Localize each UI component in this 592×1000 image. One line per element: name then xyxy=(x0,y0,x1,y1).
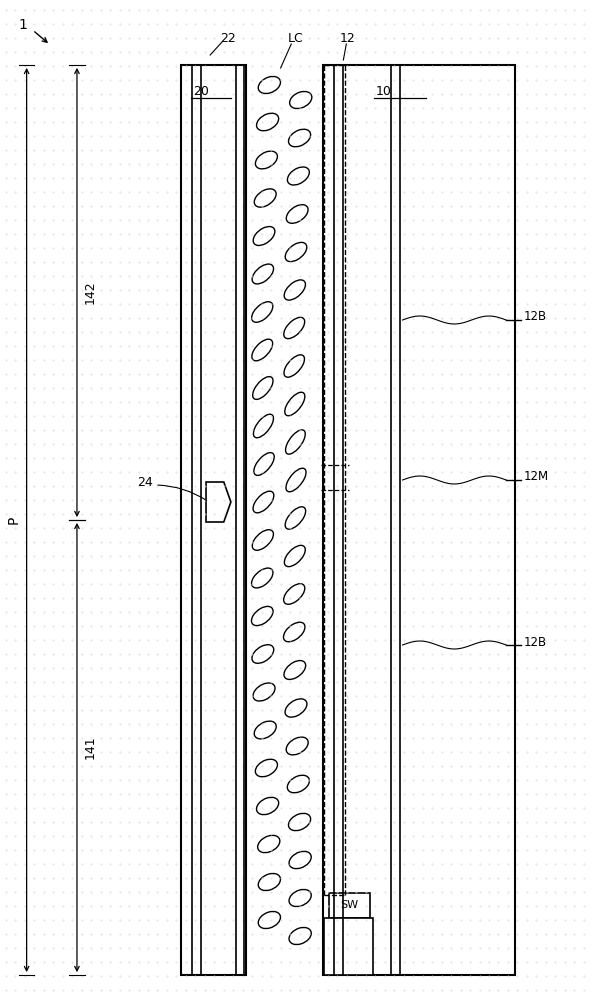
Text: 12B: 12B xyxy=(524,636,547,648)
Text: 22: 22 xyxy=(220,31,236,44)
Polygon shape xyxy=(181,65,246,975)
Text: 12: 12 xyxy=(340,31,355,44)
Text: 24: 24 xyxy=(137,476,153,488)
Text: LC: LC xyxy=(288,31,304,44)
Text: 10: 10 xyxy=(376,85,392,98)
Polygon shape xyxy=(206,482,231,522)
Text: 141: 141 xyxy=(83,736,96,759)
Text: 12B: 12B xyxy=(524,310,547,324)
Polygon shape xyxy=(329,893,370,918)
Polygon shape xyxy=(324,918,373,975)
Text: 20: 20 xyxy=(194,85,210,98)
Text: SW: SW xyxy=(340,900,358,910)
Text: P: P xyxy=(7,516,21,524)
Text: 12M: 12M xyxy=(524,471,549,484)
Text: 1: 1 xyxy=(18,18,27,32)
Text: 142: 142 xyxy=(83,281,96,304)
Polygon shape xyxy=(323,65,515,975)
